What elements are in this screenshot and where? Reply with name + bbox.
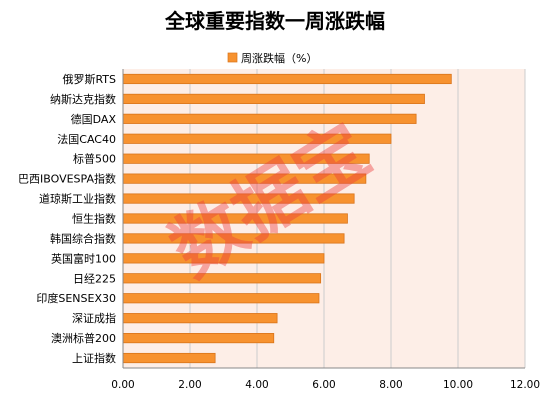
category-label: 道琼斯工业指数 xyxy=(39,192,116,206)
bar xyxy=(122,333,275,344)
category-label: 俄罗斯RTS xyxy=(62,73,116,86)
category-label: 日经225 xyxy=(73,272,116,285)
category-label: 标普500 xyxy=(73,152,116,166)
x-tick-labels: 0.00 2.00 4.00 6.00 8.00 10.00 12.00 xyxy=(111,379,540,391)
category-label: 深证成指 xyxy=(72,311,116,325)
bar xyxy=(122,113,417,124)
bar xyxy=(122,73,452,85)
category-label: 纳斯达克指数 xyxy=(50,92,116,106)
x-tick-label: 2.00 xyxy=(178,379,201,391)
category-label: 韩国综合指数 xyxy=(50,231,116,245)
x-tick-label: 6.00 xyxy=(312,379,335,391)
category-label: 澳洲标普200 xyxy=(51,331,116,345)
bar xyxy=(122,293,320,304)
x-tick-label: 4.00 xyxy=(245,379,268,391)
legend-label: 周涨跌幅（%） xyxy=(241,51,317,65)
chart-title: 全球重要指数一周涨跌幅 xyxy=(164,9,385,33)
x-tick-label: 10.00 xyxy=(443,379,473,391)
category-label: 德国DAX xyxy=(71,112,117,126)
x-tick-label: 0.00 xyxy=(111,379,134,391)
bar xyxy=(122,313,278,324)
category-label: 恒生指数 xyxy=(72,212,116,226)
category-label: 法国CAC40 xyxy=(57,132,116,146)
category-label: 英国富时100 xyxy=(51,251,116,265)
legend-swatch xyxy=(227,52,238,63)
bar xyxy=(122,352,216,364)
axes xyxy=(122,69,525,369)
x-tick-label: 12.00 xyxy=(510,379,540,391)
bar xyxy=(122,93,425,104)
category-label: 上证指数 xyxy=(72,351,116,365)
legend: 周涨跌幅（%） xyxy=(227,51,317,65)
category-label: 巴西IBOVESPA指数 xyxy=(18,172,116,186)
x-tick-label: 8.00 xyxy=(379,379,402,391)
category-label: 印度SENSEX30 xyxy=(36,291,116,305)
